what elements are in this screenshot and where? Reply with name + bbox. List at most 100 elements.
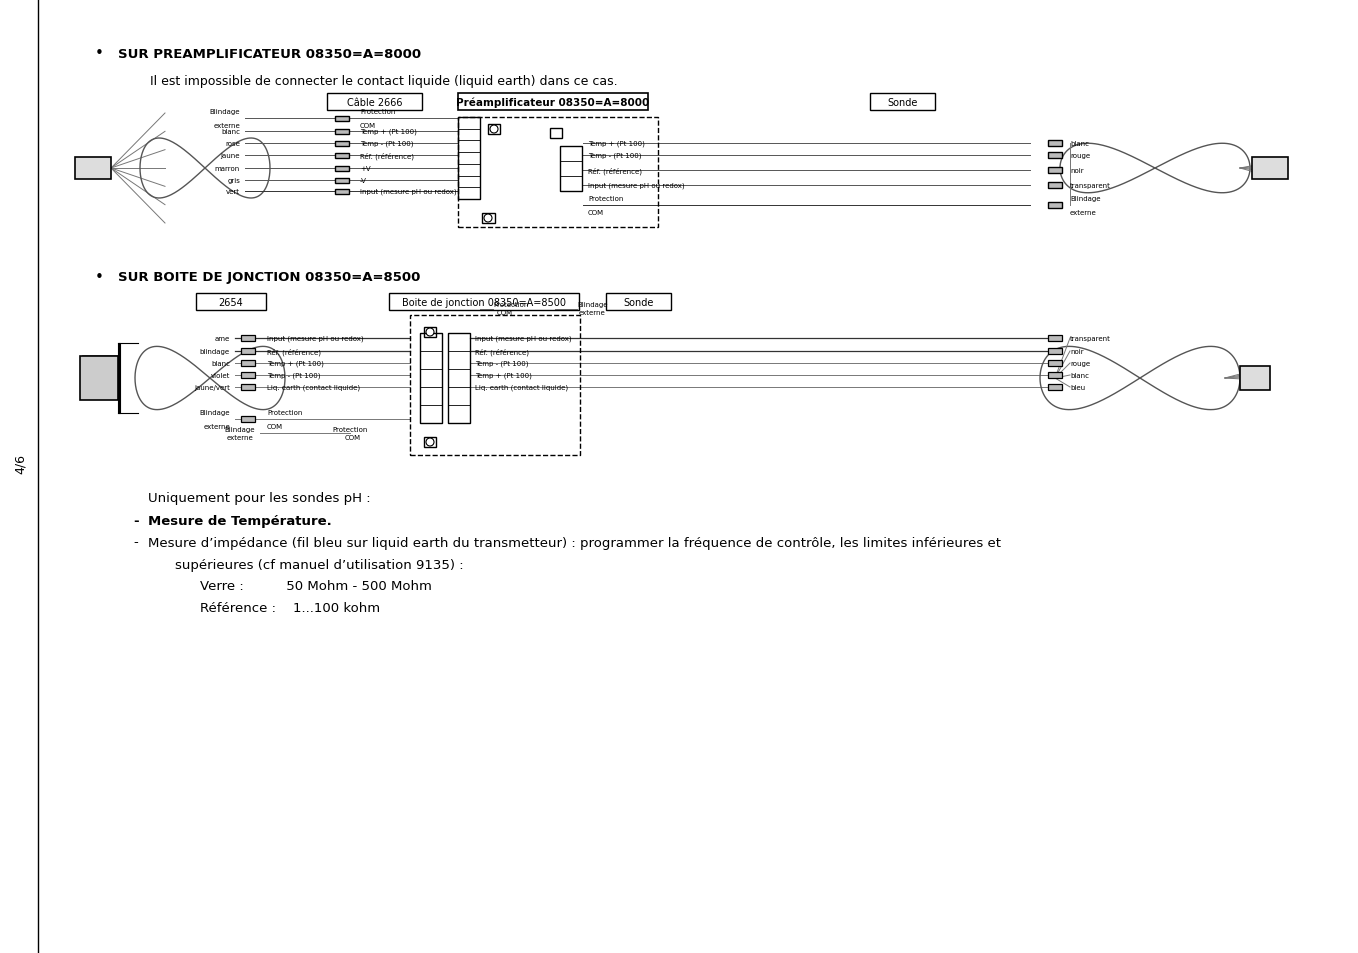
- Bar: [335, 167, 349, 172]
- Bar: [335, 116, 349, 121]
- Text: Sonde: Sonde: [623, 297, 653, 307]
- Text: Câble 2666: Câble 2666: [346, 97, 402, 108]
- Text: blanc: blanc: [1070, 373, 1089, 378]
- Bar: [1048, 152, 1062, 159]
- Bar: [335, 190, 349, 194]
- Bar: [240, 335, 255, 341]
- Text: •: •: [95, 271, 103, 285]
- Text: Préamplificateur 08350=A=8000: Préamplificateur 08350=A=8000: [456, 97, 649, 108]
- Text: Temp + (Pt 100): Temp + (Pt 100): [588, 141, 645, 147]
- Bar: [327, 94, 422, 111]
- Text: rouge: rouge: [1070, 152, 1090, 159]
- Text: noir: noir: [1070, 168, 1084, 173]
- Bar: [196, 294, 266, 311]
- Text: Temp - (Pt 100): Temp - (Pt 100): [588, 152, 641, 159]
- Text: 2654: 2654: [219, 297, 243, 307]
- Text: •: •: [95, 47, 103, 61]
- Text: Verre :          50 Mohm - 500 Mohm: Verre : 50 Mohm - 500 Mohm: [200, 579, 432, 593]
- Circle shape: [426, 329, 435, 336]
- Bar: [1048, 141, 1062, 147]
- Bar: [424, 437, 436, 448]
- Text: Uniquement pour les sondes pH :: Uniquement pour les sondes pH :: [148, 492, 371, 505]
- Bar: [458, 118, 479, 200]
- Text: COM: COM: [497, 310, 513, 315]
- Text: blanc: blanc: [221, 129, 240, 135]
- Bar: [410, 315, 580, 456]
- Text: Temp - (Pt 100): Temp - (Pt 100): [360, 141, 413, 147]
- Text: -V: -V: [360, 178, 367, 184]
- Bar: [1252, 158, 1287, 180]
- Text: input (mesure pH ou redox): input (mesure pH ou redox): [360, 189, 456, 195]
- Text: COM: COM: [268, 423, 282, 430]
- Text: Liq. earth (contact liquide): Liq. earth (contact liquide): [268, 384, 360, 391]
- Text: Blindage: Blindage: [209, 109, 240, 115]
- Bar: [448, 334, 470, 423]
- Bar: [1048, 349, 1062, 355]
- Text: SUR PREAMPLIFICATEUR 08350=A=8000: SUR PREAMPLIFICATEUR 08350=A=8000: [118, 48, 421, 60]
- Bar: [1240, 367, 1270, 391]
- Text: Réf. (référence): Réf. (référence): [360, 152, 414, 159]
- Text: Blindage: Blindage: [577, 302, 607, 308]
- Text: externe: externe: [213, 123, 240, 129]
- Circle shape: [483, 214, 492, 223]
- Bar: [1048, 168, 1062, 173]
- Text: Temp + (Pt 100): Temp + (Pt 100): [360, 129, 417, 135]
- Bar: [482, 213, 496, 224]
- Bar: [870, 94, 936, 111]
- Text: jaune: jaune: [220, 152, 240, 159]
- Text: gris: gris: [227, 178, 240, 184]
- Text: Réf. (référence): Réf. (référence): [588, 167, 642, 174]
- Bar: [335, 178, 349, 183]
- Text: Sonde: Sonde: [887, 97, 918, 108]
- Text: Protection: Protection: [493, 302, 528, 308]
- Bar: [80, 356, 118, 400]
- Bar: [1048, 373, 1062, 378]
- Text: Temp - (Pt 100): Temp - (Pt 100): [268, 373, 320, 379]
- Text: noir: noir: [1070, 349, 1084, 355]
- Text: Il est impossible de connecter le contact liquide (liquid earth) dans ce cas.: Il est impossible de connecter le contac…: [149, 75, 618, 89]
- Bar: [424, 328, 436, 337]
- Text: Input (mesure pH ou redox): Input (mesure pH ou redox): [588, 183, 684, 189]
- Text: 4/6: 4/6: [14, 454, 27, 474]
- Bar: [559, 147, 583, 192]
- Text: -: -: [133, 536, 137, 549]
- Text: Temp + (Pt 100): Temp + (Pt 100): [475, 373, 532, 379]
- Bar: [1048, 203, 1062, 209]
- Text: Réf. (référence): Réf. (référence): [475, 348, 530, 355]
- Bar: [458, 94, 648, 111]
- Bar: [335, 130, 349, 134]
- Text: Blindage: Blindage: [1070, 195, 1100, 202]
- Bar: [606, 294, 671, 311]
- Text: supérieures (cf manuel d’utilisation 9135) :: supérieures (cf manuel d’utilisation 913…: [175, 558, 463, 571]
- Bar: [240, 349, 255, 355]
- Bar: [420, 334, 441, 423]
- Text: COM: COM: [360, 123, 376, 129]
- Bar: [240, 385, 255, 391]
- Bar: [335, 153, 349, 158]
- Text: Blindage: Blindage: [200, 410, 230, 416]
- Text: Mesure d’impédance (fil bleu sur liquid earth du transmetteur) : programmer la f: Mesure d’impédance (fil bleu sur liquid …: [148, 536, 1001, 549]
- Text: Protection: Protection: [588, 195, 623, 202]
- Bar: [240, 373, 255, 378]
- Text: blanc: blanc: [210, 360, 230, 367]
- Text: Input (mesure pH ou redox): Input (mesure pH ou redox): [475, 335, 572, 342]
- Text: transparent: transparent: [1070, 183, 1111, 189]
- Bar: [118, 344, 120, 414]
- Text: Boite de jonction 08350=A=8500: Boite de jonction 08350=A=8500: [402, 297, 566, 307]
- Bar: [458, 118, 659, 228]
- Bar: [335, 141, 349, 147]
- Circle shape: [490, 126, 498, 133]
- Text: jaune/vert: jaune/vert: [194, 385, 230, 391]
- Text: -: -: [133, 514, 139, 527]
- Text: COM: COM: [345, 435, 361, 440]
- Bar: [388, 294, 579, 311]
- Text: blindage: blindage: [200, 349, 230, 355]
- Text: transparent: transparent: [1070, 335, 1111, 341]
- Text: bleu: bleu: [1070, 385, 1085, 391]
- Bar: [1048, 385, 1062, 391]
- Bar: [1048, 360, 1062, 367]
- Text: vert: vert: [225, 189, 240, 194]
- Text: violet: violet: [210, 373, 230, 378]
- Text: externe: externe: [579, 310, 606, 315]
- Text: Réf. (référence): Réf. (référence): [268, 348, 320, 355]
